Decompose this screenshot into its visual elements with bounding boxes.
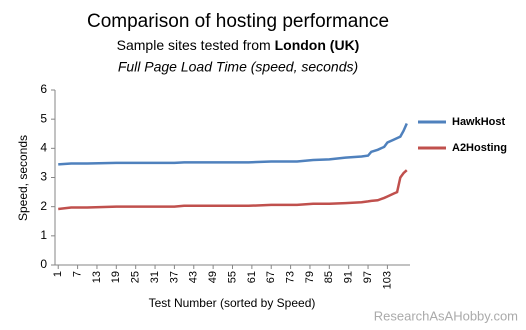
x-tick-label: 85 bbox=[323, 271, 335, 283]
x-tick-label: 61 bbox=[246, 271, 258, 283]
x-tick-label: 43 bbox=[188, 271, 200, 283]
x-tick-label: 67 bbox=[265, 271, 277, 283]
y-tick-label: 0 bbox=[40, 257, 47, 271]
subtitle-location: London (UK) bbox=[275, 37, 360, 53]
y-tick-label: 4 bbox=[40, 141, 47, 155]
legend-label: A2Hosting bbox=[452, 142, 507, 154]
x-tick-label: 97 bbox=[362, 271, 374, 283]
x-tick-label: 91 bbox=[343, 271, 355, 283]
y-tick-label: 3 bbox=[40, 170, 47, 184]
legend-label: HawkHost bbox=[452, 116, 506, 128]
chart-subtitle2: Full Page Load Time (speed, seconds) bbox=[118, 59, 358, 75]
x-tick-label: 37 bbox=[168, 271, 180, 283]
series-line bbox=[58, 169, 408, 211]
x-tick-label: 73 bbox=[284, 271, 296, 283]
x-axis-label: Test Number (sorted by Speed) bbox=[149, 296, 316, 310]
chart-title: Comparison of hosting performance bbox=[87, 11, 389, 32]
x-tick-label: 13 bbox=[91, 271, 103, 283]
y-tick-label: 1 bbox=[40, 228, 47, 242]
x-tick-label: 31 bbox=[149, 271, 161, 283]
series-line bbox=[58, 123, 408, 166]
x-tick-label: 79 bbox=[304, 271, 316, 283]
y-tick-label: 5 bbox=[40, 111, 47, 125]
subtitle-text: Sample sites tested from bbox=[117, 37, 271, 53]
x-tick-label: 7 bbox=[71, 271, 83, 277]
chart-subtitle: Sample sites tested from London (UK) bbox=[117, 37, 360, 53]
x-tick-label: 49 bbox=[207, 271, 219, 283]
y-tick-label: 6 bbox=[40, 82, 47, 96]
x-tick-label: 55 bbox=[226, 271, 238, 283]
y-tick-label: 2 bbox=[40, 199, 47, 213]
watermark: ResearchAsAHobby.com bbox=[374, 308, 518, 323]
x-tick-label: 103 bbox=[381, 271, 393, 289]
x-tick-label: 19 bbox=[110, 271, 122, 283]
x-tick-label: 1 bbox=[52, 271, 64, 277]
x-tick-label: 25 bbox=[130, 271, 142, 283]
y-axis-label: Speed, seconds bbox=[16, 135, 30, 221]
